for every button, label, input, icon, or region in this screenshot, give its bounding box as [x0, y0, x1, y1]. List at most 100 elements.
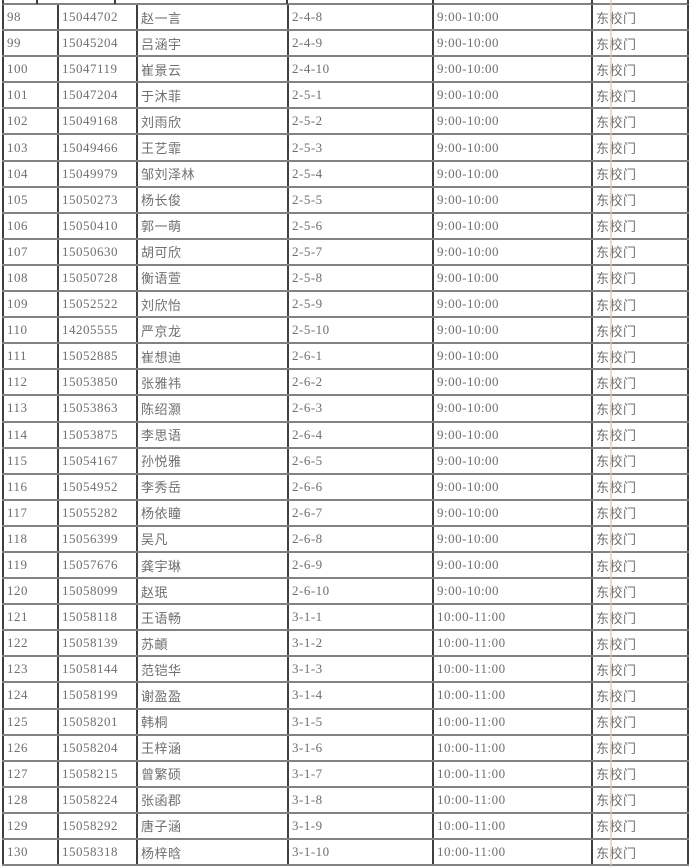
cell-seat-code: 3-1-5: [288, 708, 434, 736]
cell-student-name: 吴凡: [137, 525, 289, 553]
grid-tick: [2, 0, 4, 4]
cell-location: 东校门: [592, 238, 688, 266]
cell-student-name: 苏頔: [137, 630, 289, 658]
cell-row-number: 116: [3, 473, 59, 501]
cell-location: 东校门: [592, 473, 688, 501]
cell-student-name: 赵一言: [137, 5, 289, 32]
grid-tick: [286, 0, 288, 4]
cell-row-number: 99: [3, 30, 59, 58]
cell-seat-code: 2-6-6: [288, 473, 434, 501]
cell-time-slot: 10:00-11:00: [433, 839, 593, 867]
cell-location: 东校门: [592, 682, 688, 710]
cell-student-name: 李思语: [137, 421, 289, 449]
table-row: 98 15044702 赵一言 2-4-8 9:00-10:00 东校门: [3, 5, 688, 32]
cell-time-slot: 9:00-10:00: [433, 369, 593, 397]
cell-seat-code: 3-1-2: [288, 630, 434, 658]
table-row: 123 15058144 范铠华 3-1-3 10:00-11:00 东校门: [3, 656, 688, 684]
cell-location: 东校门: [592, 134, 688, 162]
cell-seat-code: 3-1-3: [288, 656, 434, 684]
cell-student-name: 张函郡: [137, 786, 289, 814]
cell-student-id: 15055282: [58, 499, 138, 527]
grid-tick: [687, 0, 689, 4]
cell-student-id: 15045204: [58, 30, 138, 58]
cell-seat-code: 2-5-5: [288, 186, 434, 214]
cell-student-id: 15058204: [58, 734, 138, 762]
cell-row-number: 105: [3, 186, 59, 214]
table-row: 125 15058201 韩桐 3-1-5 10:00-11:00 东校门: [3, 708, 688, 736]
table-row: 113 15053863 陈绍灏 2-6-3 9:00-10:00 东校门: [3, 395, 688, 423]
cell-student-id: 15058224: [58, 786, 138, 814]
cell-student-name: 刘欣怡: [137, 291, 289, 319]
cell-location: 东校门: [592, 708, 688, 736]
cell-time-slot: 10:00-11:00: [433, 656, 593, 684]
table-row: 114 15053875 李思语 2-6-4 9:00-10:00 东校门: [3, 421, 688, 449]
cell-row-number: 128: [3, 786, 59, 814]
cell-row-number: 110: [3, 317, 59, 345]
cell-seat-code: 2-5-2: [288, 108, 434, 136]
cell-location: 东校门: [592, 212, 688, 240]
cell-student-name: 龚宇琳: [137, 551, 289, 580]
cell-student-id: 15058201: [58, 708, 138, 736]
cell-seat-code: 2-6-10: [288, 578, 434, 606]
table-row: 105 15050273 杨长俊 2-5-5 9:00-10:00 东校门: [3, 186, 688, 214]
table-top-partial-row: [2, 0, 689, 5]
cell-student-id: 15053863: [58, 395, 138, 423]
cell-student-name: 韩桐: [137, 708, 289, 736]
grid-tick: [591, 0, 593, 4]
cell-row-number: 129: [3, 812, 59, 841]
cell-seat-code: 2-6-5: [288, 447, 434, 475]
cell-location: 东校门: [592, 56, 688, 84]
cell-student-name: 孙悦雅: [137, 447, 289, 475]
cell-time-slot: 9:00-10:00: [433, 499, 593, 527]
cell-student-name: 严京龙: [137, 317, 289, 345]
cell-student-id: 15052885: [58, 343, 138, 371]
table-row: 124 15058199 谢盈盈 3-1-4 10:00-11:00 东校门: [3, 682, 688, 710]
table-row: 108 15050728 衡语萱 2-5-8 9:00-10:00 东校门: [3, 264, 688, 293]
table-row: 104 15049979 邹刘泽林 2-5-4 9:00-10:00 东校门: [3, 160, 688, 188]
cell-location: 东校门: [592, 604, 688, 632]
cell-location: 东校门: [592, 30, 688, 58]
cell-seat-code: 2-5-3: [288, 134, 434, 162]
cell-student-id: 15047119: [58, 56, 138, 84]
cell-location: 东校门: [592, 369, 688, 397]
cell-location: 东校门: [592, 108, 688, 136]
cell-seat-code: 2-4-8: [288, 5, 434, 32]
cell-student-id: 15047204: [58, 82, 138, 110]
cell-seat-code: 3-1-9: [288, 812, 434, 841]
cell-seat-code: 2-5-7: [288, 238, 434, 266]
cell-row-number: 130: [3, 839, 59, 867]
cell-student-name: 杨梓晗: [137, 839, 289, 867]
cell-student-name: 衡语萱: [137, 264, 289, 293]
table-row: 129 15058292 唐子涵 3-1-9 10:00-11:00 东校门: [3, 812, 688, 841]
cell-location: 东校门: [592, 291, 688, 319]
table-row: 121 15058118 王语畅 3-1-1 10:00-11:00 东校门: [3, 604, 688, 632]
cell-row-number: 126: [3, 734, 59, 762]
cell-time-slot: 9:00-10:00: [433, 160, 593, 188]
table-row: 107 15050630 胡可欣 2-5-7 9:00-10:00 东校门: [3, 238, 688, 266]
table-row: 102 15049168 刘雨欣 2-5-2 9:00-10:00 东校门: [3, 108, 688, 136]
cell-seat-code: 3-1-1: [288, 604, 434, 632]
cell-student-id: 15058144: [58, 656, 138, 684]
cell-row-number: 104: [3, 160, 59, 188]
cell-seat-code: 2-6-3: [288, 395, 434, 423]
cell-student-name: 于沐菲: [137, 82, 289, 110]
cell-row-number: 106: [3, 212, 59, 240]
cell-time-slot: 10:00-11:00: [433, 630, 593, 658]
cell-time-slot: 9:00-10:00: [433, 551, 593, 580]
cell-student-name: 赵珉: [137, 578, 289, 606]
cell-student-id: 15058318: [58, 839, 138, 867]
cell-time-slot: 9:00-10:00: [433, 578, 593, 606]
cell-student-name: 李秀岳: [137, 473, 289, 501]
table-row: 100 15047119 崔景云 2-4-10 9:00-10:00 东校门: [3, 56, 688, 84]
cell-seat-code: 2-5-8: [288, 264, 434, 293]
cell-student-name: 胡可欣: [137, 238, 289, 266]
cell-location: 东校门: [592, 395, 688, 423]
cell-row-number: 101: [3, 82, 59, 110]
cell-row-number: 108: [3, 264, 59, 293]
cell-row-number: 123: [3, 656, 59, 684]
cell-student-id: 15058215: [58, 760, 138, 788]
cell-student-id: 15058099: [58, 578, 138, 606]
grid-tick: [114, 0, 116, 4]
cell-seat-code: 3-1-4: [288, 682, 434, 710]
